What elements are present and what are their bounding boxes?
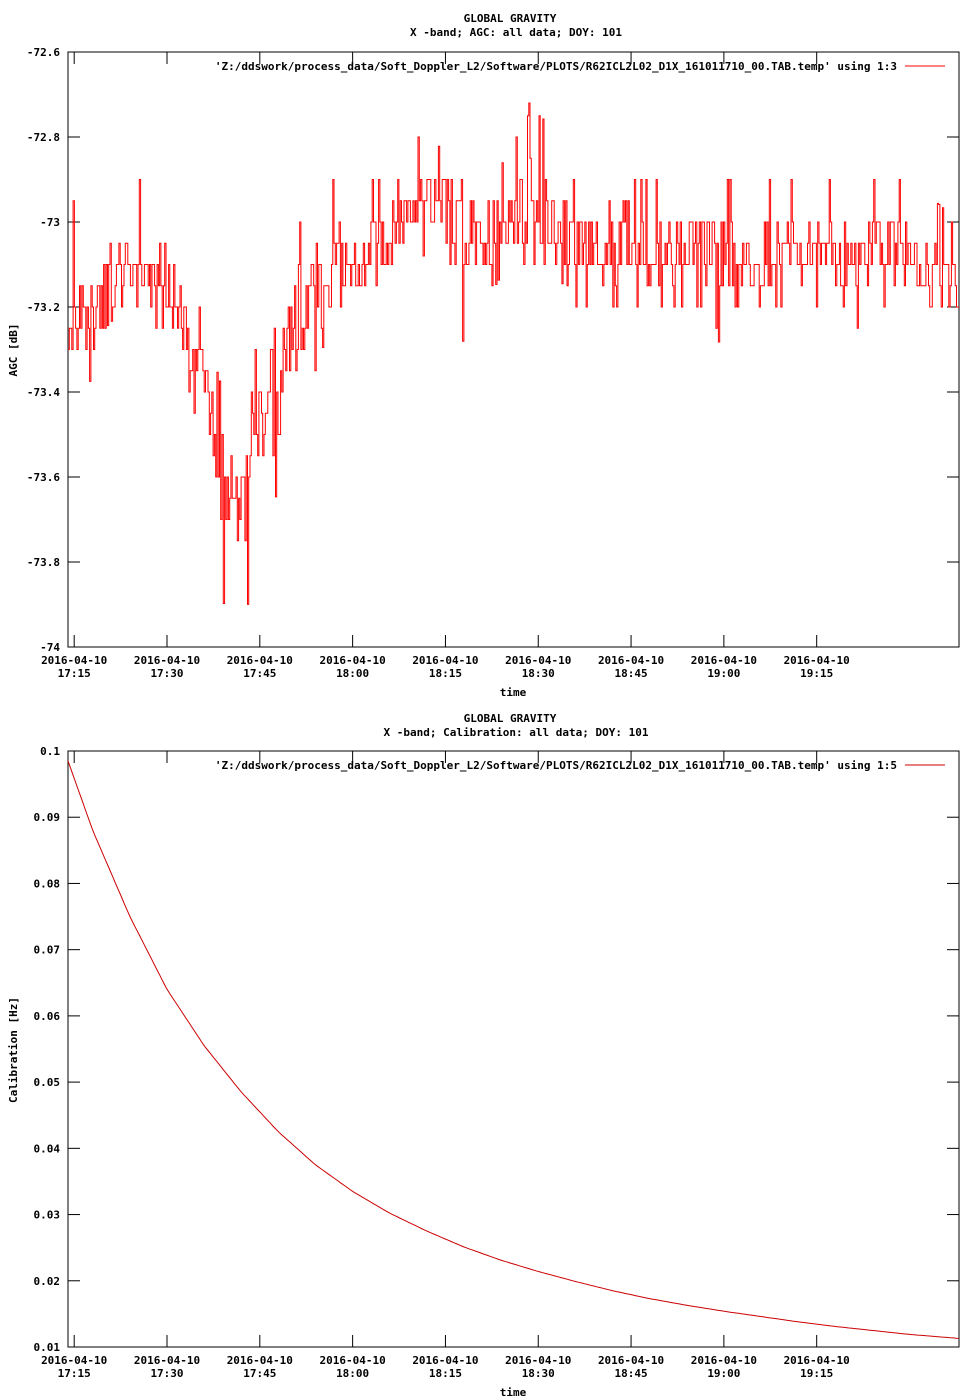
x-tick-date-label: 2016-04-10 <box>598 1354 664 1367</box>
x-tick-time-label: 19:15 <box>800 667 833 680</box>
x-tick-date-label: 2016-04-10 <box>412 654 478 667</box>
x-tick-time-label: 17:30 <box>150 667 183 680</box>
x-tick-date-label: 2016-04-10 <box>41 1354 107 1367</box>
y-tick-label: -72.8 <box>27 131 60 144</box>
x-tick-date-label: 2016-04-10 <box>505 1354 571 1367</box>
x-tick-date-label: 2016-04-10 <box>320 654 386 667</box>
x-tick-time-label: 18:45 <box>615 1367 648 1380</box>
x-tick-date-label: 2016-04-10 <box>134 654 200 667</box>
y-tick-label: 0.1 <box>40 745 60 758</box>
chart1-subtitle: X -band; AGC: all data; DOY: 101 <box>410 26 622 39</box>
y-tick-label: -73 <box>40 216 60 229</box>
chart1-x-ticks: 2016-04-1017:152016-04-1017:302016-04-10… <box>41 52 850 680</box>
x-tick-date-label: 2016-04-10 <box>320 1354 386 1367</box>
x-tick-time-label: 18:30 <box>522 667 555 680</box>
x-tick-time-label: 17:15 <box>58 667 91 680</box>
chart2-title: GLOBAL GRAVITY <box>464 712 557 725</box>
x-tick-time-label: 19:00 <box>707 667 740 680</box>
series-line <box>67 760 960 1339</box>
x-tick-date-label: 2016-04-10 <box>227 654 293 667</box>
x-tick-time-label: 17:30 <box>150 1367 183 1380</box>
chart1-title: GLOBAL GRAVITY <box>464 12 557 25</box>
y-tick-label: 0.08 <box>34 877 61 890</box>
chart2-x-axis-label: time <box>500 1386 527 1399</box>
y-tick-label: 0.09 <box>34 811 61 824</box>
x-tick-date-label: 2016-04-10 <box>41 654 107 667</box>
chart1-y-axis-label: AGC [dB] <box>7 324 20 377</box>
x-tick-time-label: 19:00 <box>707 1367 740 1380</box>
y-tick-label: -73.6 <box>27 471 60 484</box>
x-tick-date-label: 2016-04-10 <box>134 1354 200 1367</box>
chart2-plot-frame <box>67 750 960 1348</box>
x-tick-time-label: 18:30 <box>522 1367 555 1380</box>
x-tick-date-label: 2016-04-10 <box>691 1354 757 1367</box>
x-tick-time-label: 18:15 <box>429 667 462 680</box>
y-tick-label: -72.6 <box>27 46 60 59</box>
x-tick-time-label: 17:45 <box>243 1367 276 1380</box>
y-tick-label: 0.05 <box>34 1076 61 1089</box>
x-tick-date-label: 2016-04-10 <box>227 1354 293 1367</box>
y-tick-label: -73.8 <box>27 556 60 569</box>
series-line <box>68 102 959 605</box>
x-tick-time-label: 18:00 <box>336 667 369 680</box>
x-tick-date-label: 2016-04-10 <box>412 1354 478 1367</box>
chart2-series <box>67 760 960 1339</box>
x-tick-time-label: 17:45 <box>243 667 276 680</box>
x-tick-time-label: 18:45 <box>615 667 648 680</box>
y-tick-label: 0.06 <box>34 1010 61 1023</box>
x-tick-date-label: 2016-04-10 <box>784 654 850 667</box>
x-tick-time-label: 19:15 <box>800 1367 833 1380</box>
chart1-x-axis-label: time <box>500 686 527 699</box>
x-tick-time-label: 18:00 <box>336 1367 369 1380</box>
y-tick-label: 0.03 <box>34 1209 61 1222</box>
x-tick-date-label: 2016-04-10 <box>784 1354 850 1367</box>
chart2-y-ticks: 0.1 0.09 0.08 0.07 0.06 0.05 0.04 0.03 0.02 0.01 <box>34 745 959 1354</box>
chart2-subtitle: X -band; Calibration: all data; DOY: 101 <box>384 726 649 739</box>
y-tick-label: -73.2 <box>27 301 60 314</box>
y-tick-label: -74 <box>40 641 60 654</box>
x-tick-date-label: 2016-04-10 <box>505 654 571 667</box>
y-tick-label: 0.04 <box>34 1142 61 1155</box>
y-tick-label: 0.01 <box>34 1341 61 1354</box>
x-tick-date-label: 2016-04-10 <box>598 654 664 667</box>
calibration-chart: GLOBAL GRAVITY X -band; Calibration: all… <box>7 712 960 1399</box>
chart1-y-ticks: -72.6 -72.8 -73 -73.2 -73.4 -73.6 -73.8 -74 <box>27 46 959 654</box>
chart1-legend-label: 'Z:/ddswork/process_data/Soft_Doppler_L2… <box>215 60 897 73</box>
x-tick-time-label: 18:15 <box>429 1367 462 1380</box>
chart2-y-axis-label: Calibration [Hz] <box>7 997 20 1103</box>
x-tick-time-label: 17:15 <box>58 1367 91 1380</box>
y-tick-label: 0.07 <box>34 944 61 957</box>
y-tick-label: -73.4 <box>27 386 60 399</box>
chart1-series <box>68 102 959 605</box>
y-tick-label: 0.02 <box>34 1275 61 1288</box>
chart2-x-ticks: 2016-04-1017:152016-04-1017:302016-04-10… <box>41 751 850 1380</box>
chart2-legend-label: 'Z:/ddswork/process_data/Soft_Doppler_L2… <box>215 759 897 772</box>
x-tick-date-label: 2016-04-10 <box>691 654 757 667</box>
agc-chart: GLOBAL GRAVITY X -band; AGC: all data; D… <box>7 12 960 699</box>
